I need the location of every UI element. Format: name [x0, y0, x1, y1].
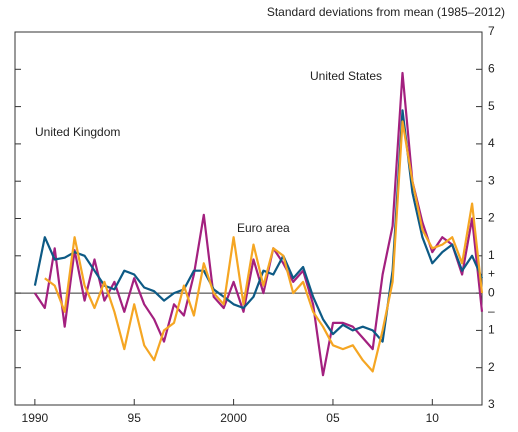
y-tick-label: 7 — [488, 24, 495, 38]
y-tick-label: 0 — [488, 285, 495, 299]
sign-minus: – — [488, 304, 495, 318]
y-tick-label: 6 — [488, 61, 495, 75]
y-tick-label: 4 — [488, 136, 495, 150]
series-line — [33, 71, 484, 377]
y-tick-label: 2 — [488, 360, 495, 374]
y-tick-label: 3 — [488, 173, 495, 187]
y-tick-label: 2 — [488, 211, 495, 225]
x-tick-label: 2000 — [220, 411, 247, 425]
y-tick-label: 3 — [488, 397, 495, 411]
y-tick-label: 1 — [488, 323, 495, 337]
plot-frame — [14, 31, 483, 406]
x-tick-label: 1990 — [22, 411, 49, 425]
series-label: Euro area — [237, 221, 290, 235]
y-tick-label: 5 — [488, 99, 495, 113]
y-axis-label: Standard deviations from mean (1985–2012… — [267, 5, 505, 19]
series-label: United States — [310, 69, 382, 83]
x-tick-label: 95 — [128, 411, 142, 425]
y-tick-label: 1 — [488, 248, 495, 262]
series-label: United Kingdom — [35, 125, 120, 139]
x-tick-label: 10 — [426, 411, 440, 425]
x-tick-label: 05 — [326, 411, 340, 425]
series-line — [44, 120, 484, 373]
sign-plus: + — [488, 267, 495, 281]
